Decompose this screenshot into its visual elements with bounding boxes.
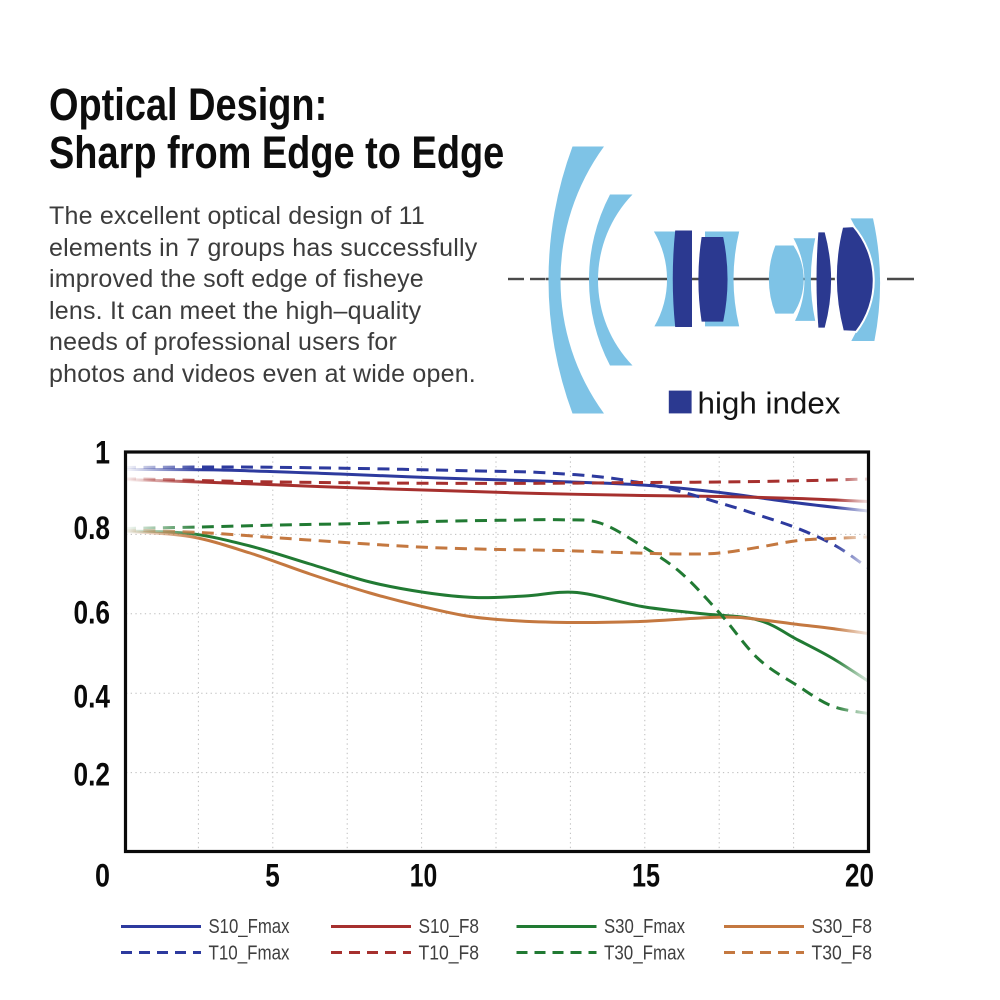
- svg-text:1: 1: [95, 435, 110, 471]
- svg-text:T30_Fmax: T30_Fmax: [604, 943, 685, 965]
- svg-text:0.8: 0.8: [74, 510, 111, 546]
- svg-text:0: 0: [95, 858, 110, 894]
- svg-text:0.4: 0.4: [74, 679, 111, 715]
- svg-text:S10_F8: S10_F8: [419, 916, 480, 938]
- svg-text:0.6: 0.6: [74, 595, 111, 631]
- svg-text:20: 20: [845, 858, 874, 894]
- svg-text:S30_F8: S30_F8: [812, 916, 873, 938]
- svg-text:T10_Fmax: T10_Fmax: [209, 943, 290, 965]
- svg-text:T10_F8: T10_F8: [419, 943, 480, 965]
- svg-text:10: 10: [410, 858, 438, 894]
- svg-text:0.2: 0.2: [74, 757, 111, 793]
- svg-text:S30_Fmax: S30_Fmax: [604, 916, 685, 938]
- svg-text:high index: high index: [698, 386, 841, 421]
- svg-text:5: 5: [265, 858, 280, 894]
- svg-text:S10_Fmax: S10_Fmax: [209, 916, 290, 938]
- svg-text:T30_F8: T30_F8: [812, 943, 873, 965]
- svg-text:15: 15: [632, 858, 660, 894]
